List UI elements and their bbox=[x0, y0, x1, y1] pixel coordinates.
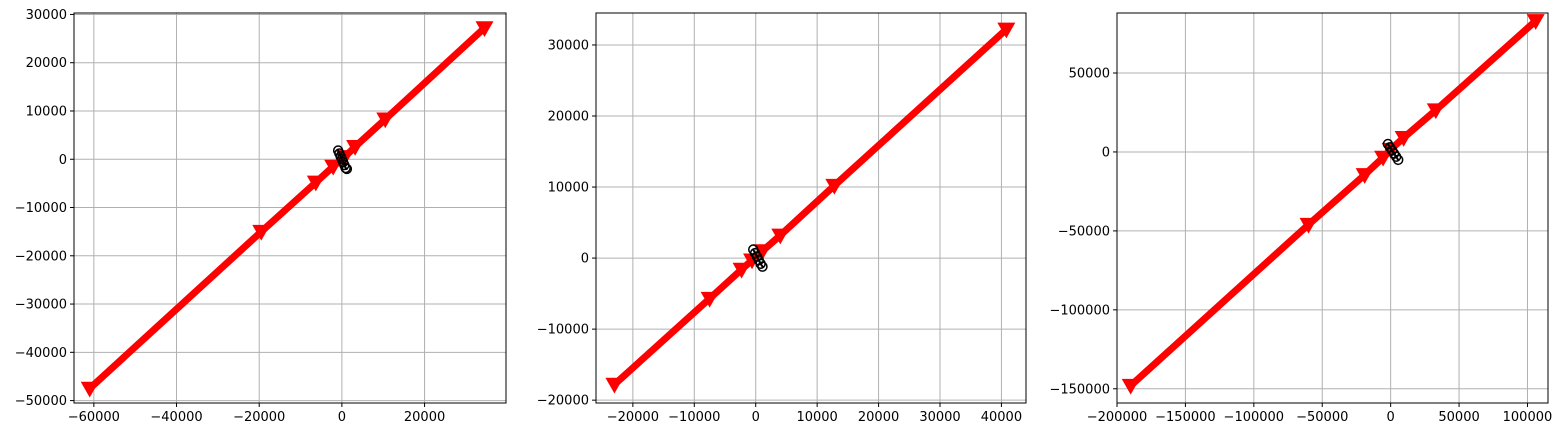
series-line-red bbox=[86, 24, 489, 393]
x-tick-label: −60000 bbox=[68, 410, 120, 425]
point-marker-triangle bbox=[825, 178, 844, 195]
x-tick-label: 50000 bbox=[1438, 410, 1479, 425]
point-marker-triangle bbox=[1526, 14, 1545, 30]
x-tick-label: 40000 bbox=[981, 410, 1022, 425]
point-marker-triangle bbox=[1426, 103, 1445, 120]
y-tick-label: −50000 bbox=[15, 394, 67, 409]
y-tick-label: −100000 bbox=[1049, 303, 1110, 318]
y-tick-label: 20000 bbox=[548, 110, 589, 125]
x-tick-label: −40000 bbox=[150, 410, 202, 425]
axes-frame bbox=[1116, 12, 1549, 404]
y-tick-label: −20000 bbox=[537, 394, 589, 409]
plot-area bbox=[1121, 14, 1545, 395]
series-line-red bbox=[1127, 17, 1540, 390]
x-tick-label: 0 bbox=[338, 410, 346, 425]
point-marker-triangle bbox=[475, 21, 494, 37]
x-tick-label: −200000 bbox=[1087, 410, 1148, 425]
point-marker-circle bbox=[757, 261, 768, 272]
y-tick-label: 50000 bbox=[1069, 67, 1110, 82]
point-marker-triangle bbox=[376, 112, 395, 129]
point-marker-triangle bbox=[1374, 150, 1393, 167]
point-marker-circle bbox=[340, 162, 351, 174]
point-marker-triangle bbox=[80, 381, 99, 398]
x-tick-label: −10000 bbox=[668, 410, 720, 425]
x-tick-label: −20000 bbox=[607, 410, 659, 425]
point-marker-circle bbox=[755, 258, 766, 270]
point-marker-triangle bbox=[306, 175, 325, 192]
plot-area bbox=[80, 21, 494, 398]
y-tick-label: −20000 bbox=[15, 249, 67, 264]
y-tick-label: 0 bbox=[59, 153, 67, 168]
plot-area bbox=[605, 22, 1016, 394]
point-marker-triangle bbox=[1121, 378, 1140, 395]
x-tick-label: 30000 bbox=[919, 410, 960, 425]
x-tick-label: −150000 bbox=[1155, 410, 1216, 425]
point-marker-triangle bbox=[324, 159, 343, 176]
point-marker-triangle bbox=[605, 377, 624, 394]
x-tick-label: 20000 bbox=[404, 410, 445, 425]
point-marker-triangle bbox=[1299, 217, 1318, 234]
chart-panel-1: −60000 −40000 −20000 0 20000 −50000 −40000 −300… bbox=[15, 8, 507, 425]
point-marker-triangle bbox=[1394, 130, 1413, 147]
y-tick-label: 10000 bbox=[548, 181, 589, 196]
point-marker-triangle bbox=[346, 139, 365, 156]
x-tick-label: 20000 bbox=[858, 410, 899, 425]
point-marker-triangle bbox=[997, 22, 1016, 39]
y-tick-label: 20000 bbox=[26, 56, 67, 71]
y-tick-label: 30000 bbox=[26, 8, 67, 23]
x-tick-label: 100000 bbox=[1503, 410, 1553, 425]
x-tick-label: −20000 bbox=[233, 410, 285, 425]
chart-panel-3: −200000 −150000 −100000 −50000 0 50000 100000 −… bbox=[1049, 12, 1553, 425]
y-tick-label: −10000 bbox=[15, 201, 67, 216]
y-tick-label: −40000 bbox=[15, 346, 67, 361]
point-marker-triangle bbox=[1355, 168, 1374, 184]
x-tick-label: 0 bbox=[752, 410, 760, 425]
y-tick-label: 0 bbox=[581, 252, 589, 267]
x-tick-label: 10000 bbox=[796, 410, 837, 425]
y-tick-label: −150000 bbox=[1049, 382, 1110, 397]
axes-frame bbox=[595, 12, 1027, 404]
point-marker-triangle bbox=[700, 291, 719, 308]
x-tick-label: −100000 bbox=[1224, 410, 1285, 425]
y-tick-label: 0 bbox=[1102, 145, 1110, 160]
chart-panel-2: −20000 −10000 0 10000 20000 30000 40000−20000−… bbox=[537, 12, 1027, 425]
y-tick-label: 10000 bbox=[26, 104, 67, 119]
point-marker-circle bbox=[1392, 154, 1404, 166]
y-tick-label: −50000 bbox=[1058, 224, 1110, 239]
point-marker-triangle bbox=[252, 224, 271, 241]
y-tick-label: −30000 bbox=[15, 298, 67, 313]
x-tick-label: −50000 bbox=[1296, 410, 1348, 425]
point-marker-triangle bbox=[771, 228, 790, 245]
series-line-red bbox=[610, 25, 1010, 389]
y-tick-label: −10000 bbox=[537, 323, 589, 338]
x-tick-label: 0 bbox=[1387, 410, 1395, 425]
y-tick-label: 30000 bbox=[548, 38, 589, 53]
point-marker-circle bbox=[341, 163, 353, 175]
point-marker-triangle bbox=[732, 262, 751, 279]
